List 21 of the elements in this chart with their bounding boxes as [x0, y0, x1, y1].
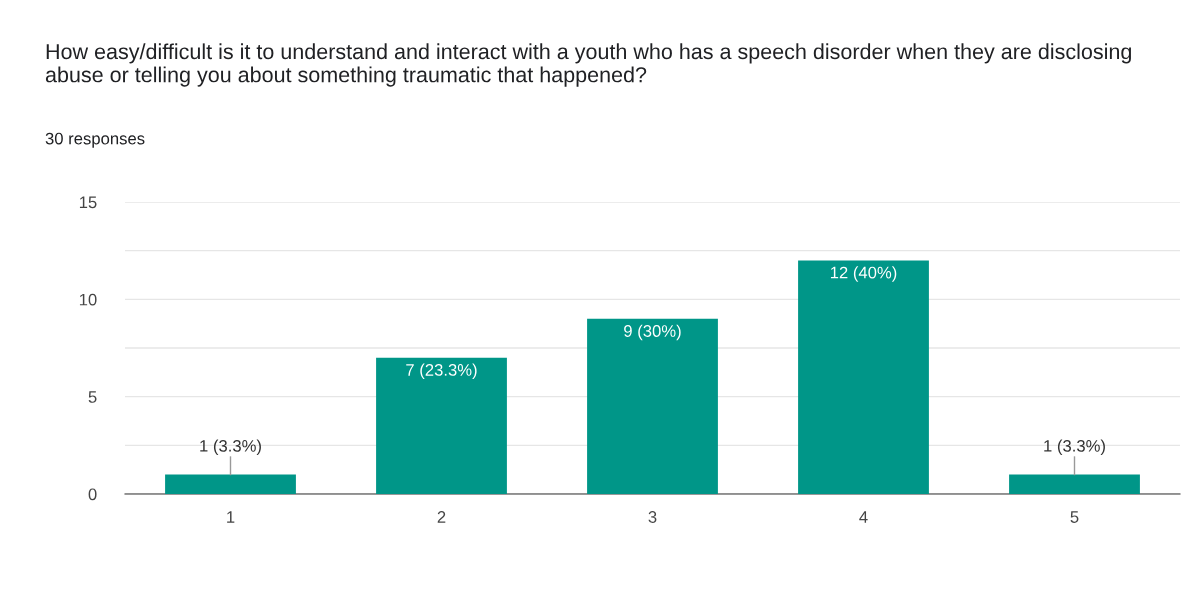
data-label: 1 (3.3%)	[200, 439, 261, 456]
y-tick-label: 15	[79, 196, 97, 209]
x-tick-label: 2	[437, 511, 446, 523]
chart-subtitle: 30 responses	[45, 132, 145, 148]
data-label: 9 (30%)	[624, 324, 681, 341]
bar	[376, 357, 507, 494]
bar	[798, 260, 929, 494]
data-label: 1 (3.3%)	[1044, 439, 1105, 456]
x-tick-label: 3	[648, 511, 657, 523]
bar	[587, 318, 718, 494]
x-tick-label: 1	[227, 511, 235, 523]
chart-title: How easy/difficult is it to understand and interact with a youth who has a speech disorder when they are disclosing abuse or telling you about something traumatic that happened?	[45, 43, 1131, 87]
x-tick-label: 4	[859, 511, 868, 523]
data-label: 12 (40%)	[830, 266, 897, 282]
bar	[165, 474, 296, 494]
y-tick-label: 10	[79, 293, 97, 306]
data-label: 7 (23.3%)	[406, 363, 477, 380]
x-tick-label: 5	[1070, 511, 1079, 523]
y-tick-label: 5	[88, 391, 97, 403]
bar	[1009, 474, 1140, 494]
y-tick-label: 0	[88, 488, 97, 501]
